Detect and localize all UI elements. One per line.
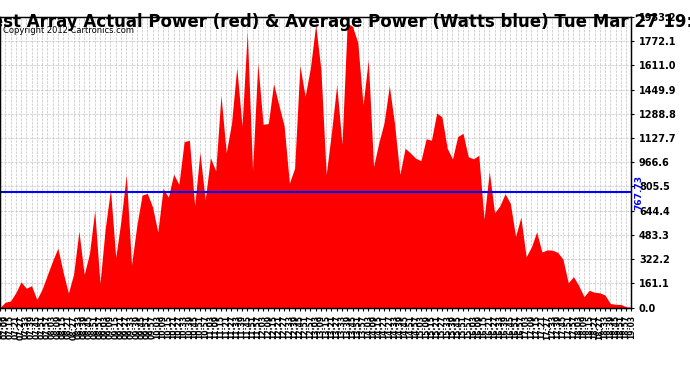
Text: Copyright 2012 Cartronics.com: Copyright 2012 Cartronics.com — [3, 26, 134, 34]
Text: 767.73: 767.73 — [634, 175, 643, 210]
Text: West Array Actual Power (red) & Average Power (Watts blue) Tue Mar 27 19:16: West Array Actual Power (red) & Average … — [0, 13, 690, 31]
